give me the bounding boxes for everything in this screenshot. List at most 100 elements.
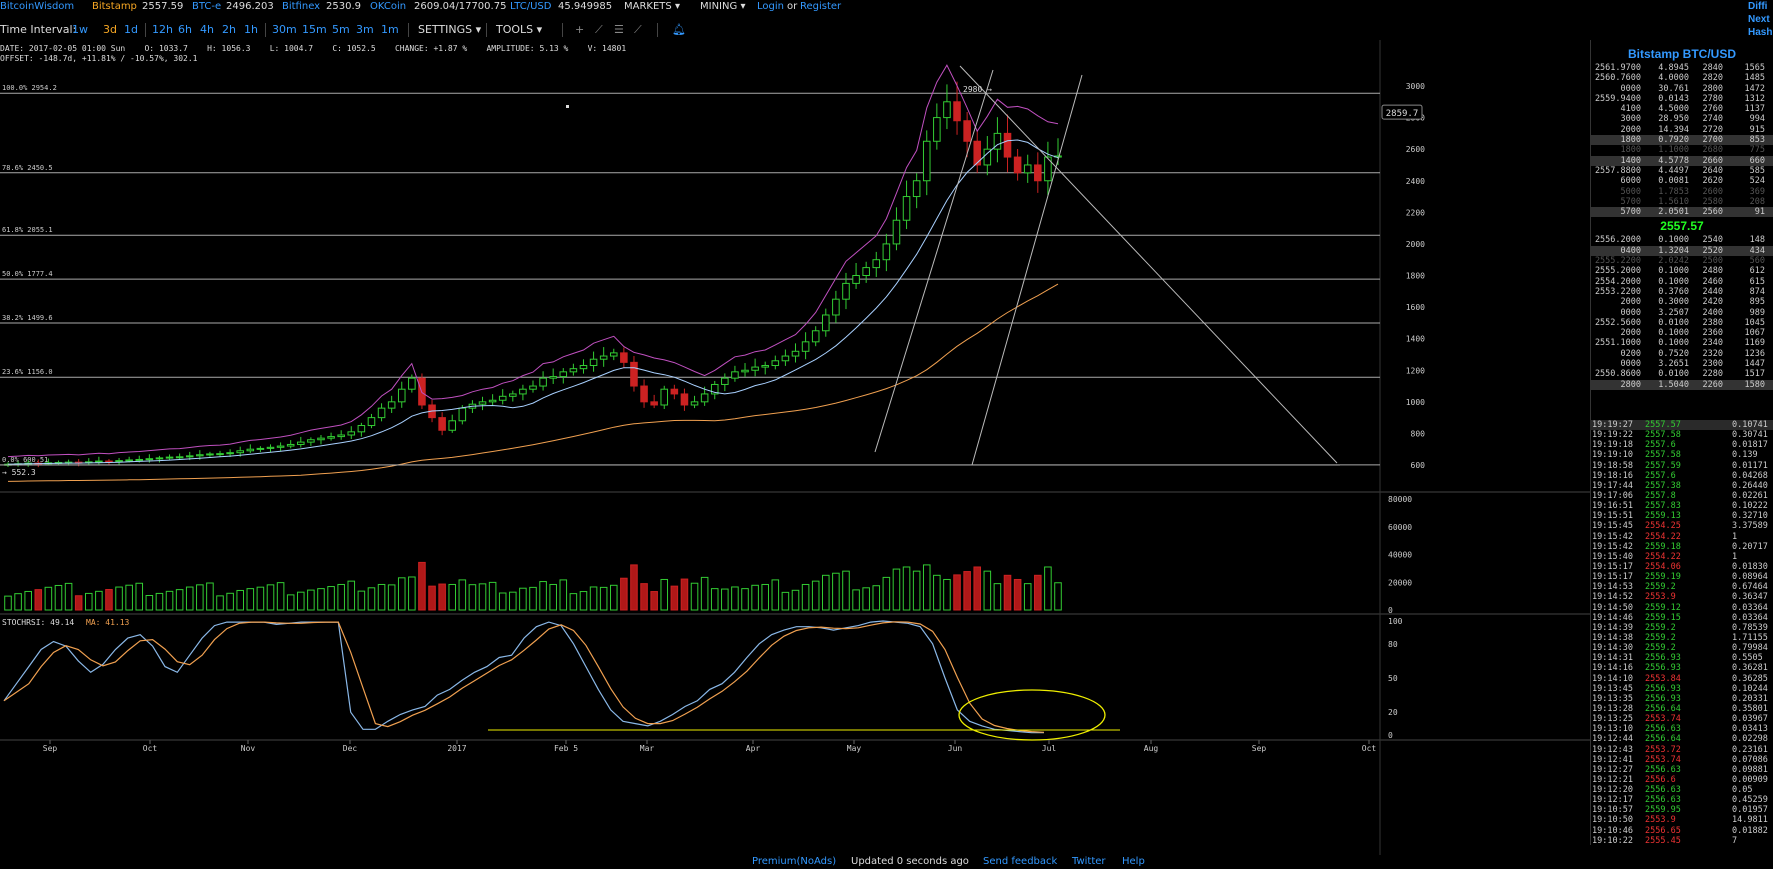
interval-4h[interactable]: 4h	[200, 23, 214, 36]
feedback-link[interactable]: Send feedback	[983, 856, 1058, 867]
bid-row[interactable]: 2554.2000 0.1000 2460 615	[1591, 277, 1773, 287]
ask-row[interactable]: 5700 1.5610 2580 208	[1591, 197, 1773, 207]
ask-row[interactable]: 5700 2.0501 2560 91	[1591, 207, 1773, 218]
trade-row: 19:15:17 2554.06 0.01830	[1590, 562, 1773, 572]
interval-2h[interactable]: 2h	[222, 23, 236, 36]
line-tool-icon[interactable]: ⟋	[595, 23, 603, 36]
trade-cell: 0.10244	[1732, 683, 1768, 694]
interval-1w[interactable]: 1w	[72, 23, 88, 36]
bid-cell: 0.1000	[1658, 235, 1689, 246]
ask-row[interactable]: 2560.7600 4.0000 2820 1485	[1591, 73, 1773, 83]
interval-1m[interactable]: 1m	[381, 23, 399, 36]
bid-cell: 2380	[1702, 317, 1723, 328]
trade-cell: 19:12:27	[1592, 764, 1633, 775]
hline-tool-icon[interactable]: ☰	[614, 23, 624, 36]
volume-bar-up	[943, 578, 951, 611]
bid-row[interactable]: 2556.2000 0.1000 2540 148	[1591, 235, 1773, 245]
interval-1d[interactable]: 1d	[124, 23, 138, 36]
interval-5m[interactable]: 5m	[332, 23, 350, 36]
markets-menu[interactable]: MARKETS ▾	[624, 0, 680, 13]
interval-30m[interactable]: 30m	[272, 23, 297, 36]
bid-cell: 874	[1749, 286, 1765, 297]
difficulty-label[interactable]: Diffi	[1748, 1, 1768, 12]
candle-up	[1044, 156, 1052, 182]
bid-cell: 1.3204	[1658, 245, 1689, 256]
twitter-link[interactable]: Twitter	[1072, 856, 1106, 867]
time-axis-label: Jun	[948, 744, 963, 753]
interval-12h[interactable]: 12h	[152, 23, 173, 36]
tools-menu[interactable]: TOOLS ▾	[496, 23, 542, 37]
mining-menu[interactable]: MINING ▾	[700, 0, 745, 13]
ask-row[interactable]: 1800 1.1000 2680 775	[1591, 145, 1773, 155]
ask-row[interactable]: 1800 0.7920 2700 853	[1591, 135, 1773, 146]
ask-row[interactable]: 1400 4.5778 2660 660	[1591, 155, 1773, 166]
volume-bar-up	[1054, 582, 1062, 611]
ask-cell: 4.0000	[1658, 73, 1689, 84]
settings-menu[interactable]: SETTINGS ▾	[418, 23, 481, 37]
interval-3m[interactable]: 3m	[356, 23, 374, 36]
fib-tool-icon[interactable]: ⟋	[634, 23, 642, 36]
trade-cell: 0.01830	[1732, 561, 1768, 572]
ticker-okcoin-name[interactable]: OKCoin	[370, 1, 407, 12]
ticker-bitfinex-name[interactable]: Bitfinex	[282, 1, 321, 12]
premium-link[interactable]: Premium(NoAds)	[752, 856, 837, 867]
ask-cell: 853	[1749, 135, 1765, 146]
ask-row[interactable]: 3000 28.950 2740 994	[1591, 114, 1773, 124]
bid-row[interactable]: 2552.5600 0.0100 2380 1045	[1591, 318, 1773, 328]
ask-row[interactable]: 6000 0.0081 2620 524	[1591, 176, 1773, 186]
ask-row[interactable]: 2561.9700 4.8945 2840 1565	[1591, 63, 1773, 73]
bid-row[interactable]: 2555.2000 0.1000 2480 612	[1591, 266, 1773, 276]
bid-row[interactable]: 0200 0.7520 2320 1236	[1591, 349, 1773, 359]
ask-row[interactable]: 5000 1.7853 2600 369	[1591, 187, 1773, 197]
crosshair-tool-icon[interactable]: +	[575, 23, 585, 36]
ticker-btce-name[interactable]: BTC-e	[192, 1, 222, 12]
ask-row[interactable]: 2000 14.394 2720 915	[1591, 125, 1773, 135]
trade-cell: 2556.63	[1645, 785, 1681, 796]
register-link[interactable]: Register	[800, 1, 842, 12]
bid-row[interactable]: 2550.8600 0.0100 2280 1517	[1591, 369, 1773, 379]
ticker-ltcusd-name[interactable]: LTC/USD	[510, 1, 552, 12]
bid-cell: 2.0242	[1658, 256, 1689, 267]
volume-bar-up	[367, 587, 376, 611]
ask-row[interactable]: 2557.8800 4.4497 2640 585	[1591, 166, 1773, 176]
trade-row: 19:13:25 2553.74 0.03967	[1590, 714, 1773, 724]
bid-row[interactable]: 0000 3.2651 2300 1447	[1591, 359, 1773, 369]
volume-bar-down	[1013, 578, 1022, 611]
bid-row[interactable]: 0400 1.3204 2520 434	[1591, 245, 1773, 257]
bid-row[interactable]: 2000 0.1000 2360 1067	[1591, 328, 1773, 338]
bid-row[interactable]: 2000 0.3000 2420 895	[1591, 297, 1773, 307]
hashrate-label[interactable]: Hash	[1748, 27, 1773, 38]
volume-bar-up	[609, 584, 618, 611]
bid-row[interactable]: 2551.1000 0.1000 2340 1169	[1591, 338, 1773, 348]
bid-row[interactable]: 2800 1.5040 2260 1580	[1591, 379, 1773, 390]
next-label[interactable]: Next	[1748, 14, 1770, 25]
bid-row[interactable]: 0000 3.2507 2400 989	[1591, 308, 1773, 318]
orderbook-title[interactable]: Bitstamp BTC/USD	[1627, 47, 1736, 61]
trade-cell: 0.79984	[1732, 643, 1768, 654]
candle-up	[478, 401, 487, 405]
candle-up	[408, 377, 416, 390]
ask-row[interactable]: 2559.9400 0.0143 2780 1312	[1591, 94, 1773, 104]
trade-row: 19:12:17 2556.63 0.45259	[1590, 795, 1773, 805]
ticker-bitstamp-name[interactable]: Bitstamp	[92, 1, 137, 12]
time-axis-label: Aug	[1144, 744, 1159, 753]
interval-6h[interactable]: 6h	[178, 23, 192, 36]
time-axis-label: Sep	[43, 744, 58, 753]
candle-up	[125, 459, 133, 462]
ask-row[interactable]: 4100 4.5000 2760 1137	[1591, 104, 1773, 114]
price-chart[interactable]: 100.0% 2954.2 78.6% 2450.5 61.8% 2055.1 50.…	[0, 0, 1590, 855]
alert-bell-icon[interactable]: 🔔︎	[672, 23, 686, 36]
bid-row[interactable]: 2555.2200 2.0242 2500 560	[1591, 256, 1773, 266]
price-tick-label: 1200	[1406, 366, 1425, 375]
help-link[interactable]: Help	[1122, 856, 1145, 867]
interval-1h[interactable]: 1h	[244, 23, 258, 36]
volume-tick-label: 80000	[1388, 495, 1412, 504]
trade-cell: 19:12:17	[1592, 795, 1633, 806]
interval-3d[interactable]: 3d	[103, 23, 117, 36]
interval-15m[interactable]: 15m	[302, 23, 327, 36]
bid-row[interactable]: 2553.2200 0.3760 2440 874	[1591, 287, 1773, 297]
login-link[interactable]: Login	[757, 1, 784, 12]
brand-logo[interactable]: BitcoinWisdom	[0, 1, 75, 12]
ask-row[interactable]: 0000 30.761 2800 1472	[1591, 84, 1773, 94]
trade-cell: 2556.6	[1645, 774, 1676, 785]
